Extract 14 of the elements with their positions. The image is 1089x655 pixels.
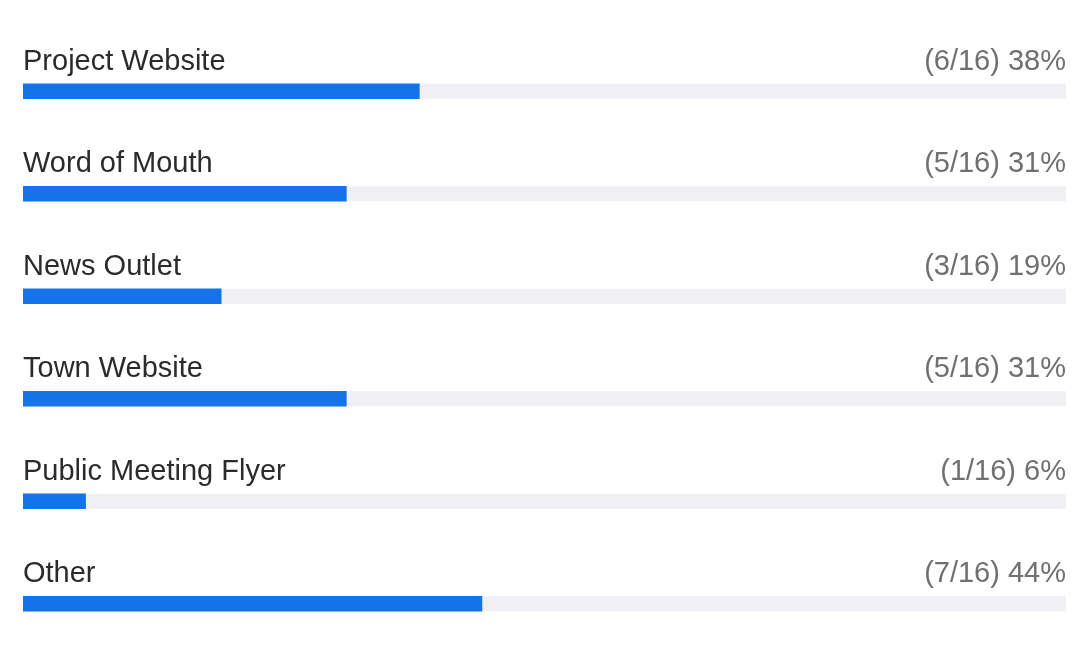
y-tick-label: Word of Mouth [23,146,213,179]
y-tick-label: Public Meeting Flyer [23,453,287,486]
data-label: (7/16) 44% [924,556,1066,589]
data-label: (1/16) 6% [940,453,1066,486]
y-tick-label: Town Website [23,351,203,384]
y-tick-label: Other [23,556,96,589]
y-tick-label: News Outlet [23,248,181,281]
data-label: (6/16) 38% [924,43,1066,76]
data-label: (5/16) 31% [924,351,1066,384]
y-tick-label: Project Website [23,43,226,76]
bar [23,288,222,305]
data-label: (3/16) 19% [924,248,1066,281]
bar [23,493,86,510]
data-label: (5/16) 31% [924,146,1066,179]
